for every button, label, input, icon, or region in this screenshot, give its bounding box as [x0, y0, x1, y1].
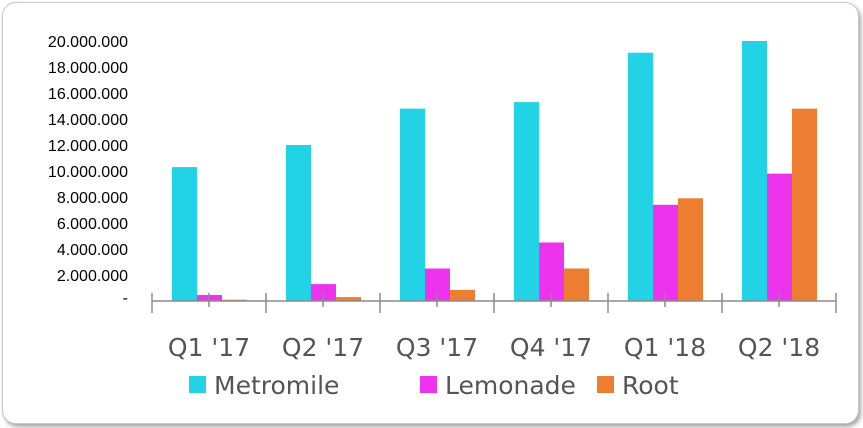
bar-root-5 — [792, 108, 817, 301]
y-tick-label: 2.000.000 — [57, 268, 128, 285]
x-tick-label: Q2 '17 — [282, 333, 364, 362]
legend-swatch-metromile — [189, 376, 206, 393]
bar-lemonade-5 — [767, 173, 792, 301]
bar-lemonade-4 — [653, 204, 678, 301]
y-tick-label: 10.000.000 — [48, 164, 128, 181]
bar-metromile-4 — [628, 52, 653, 302]
legend-label-lemonade: Lemonade — [445, 371, 576, 400]
bar-metromile-1 — [286, 145, 311, 301]
y-tick-label: 6.000.000 — [57, 216, 128, 233]
bar-metromile-3 — [514, 102, 539, 301]
x-tick-label: Q1 '18 — [624, 333, 706, 362]
bar-root-1 — [336, 297, 361, 301]
y-tick-label: 12.000.000 — [48, 138, 128, 155]
bar-lemonade-3 — [539, 242, 564, 301]
bar-root-4 — [678, 198, 703, 301]
legend-label-root: Root — [622, 371, 679, 400]
y-tick-label: 4.000.000 — [57, 242, 128, 259]
legend-swatch-root — [597, 376, 614, 393]
bar-root-2 — [450, 289, 475, 301]
y-tick-label: 20.000.000 — [48, 34, 128, 51]
bar-metromile-5 — [742, 41, 767, 301]
legend-label-metromile: Metromile — [214, 371, 339, 400]
legend-swatch-lemonade — [420, 376, 437, 393]
bar-metromile-2 — [400, 108, 425, 301]
bar-lemonade-1 — [311, 284, 336, 301]
x-tick-label: Q4 '17 — [510, 333, 592, 362]
bar-root-3 — [564, 268, 589, 301]
bar-metromile-0 — [172, 167, 197, 301]
x-tick-label: Q3 '17 — [396, 333, 478, 362]
y-tick-label: 14.000.000 — [48, 112, 128, 129]
y-tick-label: - — [123, 290, 128, 307]
x-tick-label: Q2 '18 — [738, 333, 820, 362]
y-tick-label: 8.000.000 — [57, 190, 128, 207]
y-tick-label: 18.000.000 — [48, 60, 128, 77]
chart-frame — [2, 2, 859, 424]
y-tick-label: 16.000.000 — [48, 86, 128, 103]
x-tick-label: Q1 '17 — [168, 333, 250, 362]
